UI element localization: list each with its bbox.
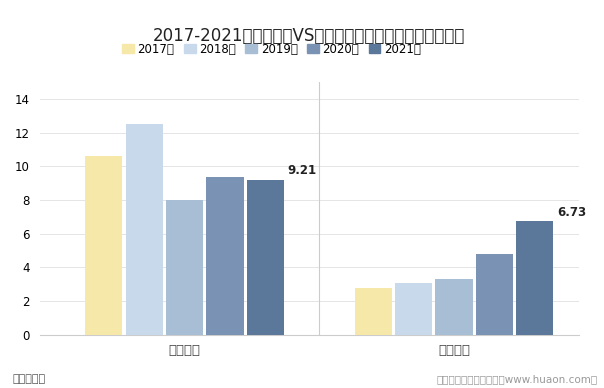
Title: 2017-2021年隆平高科VS荃银高科水稻种子营业成本对比图: 2017-2021年隆平高科VS荃银高科水稻种子营业成本对比图 — [153, 27, 465, 45]
Text: 9.21: 9.21 — [288, 164, 316, 177]
Bar — [247, 180, 284, 335]
Text: 单位：亿元: 单位：亿元 — [12, 374, 45, 384]
Text: 6.73: 6.73 — [557, 206, 586, 219]
Bar — [126, 125, 162, 335]
Bar — [476, 254, 513, 335]
Legend: 2017年, 2018年, 2019年, 2020年, 2021年: 2017年, 2018年, 2019年, 2020年, 2021年 — [122, 43, 421, 56]
Bar — [166, 200, 203, 335]
Bar — [516, 222, 553, 335]
Bar — [395, 282, 432, 335]
Bar — [435, 279, 472, 335]
Bar — [85, 156, 122, 335]
Text: 制图：华经产业研究院（www.huaon.com）: 制图：华经产业研究院（www.huaon.com） — [437, 374, 598, 384]
Bar — [207, 177, 243, 335]
Bar — [355, 288, 392, 335]
